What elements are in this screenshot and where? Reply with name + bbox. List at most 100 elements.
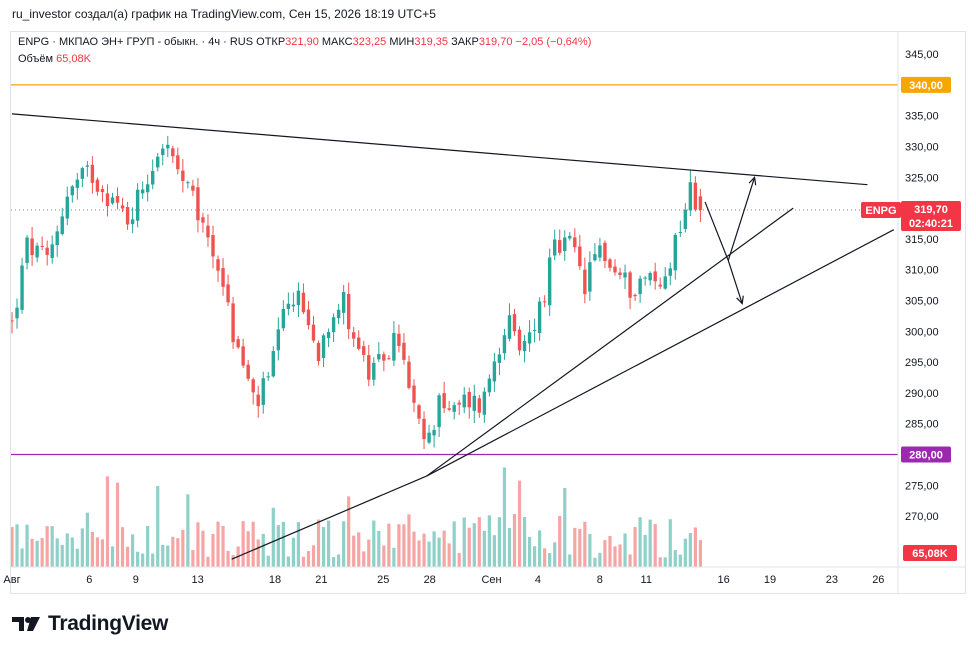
- volume-bar: [171, 536, 175, 567]
- candle: [80, 166, 85, 188]
- candle: [628, 270, 632, 310]
- candle: [392, 321, 396, 367]
- volume-bar: [321, 527, 326, 567]
- volume-bar: [442, 530, 446, 567]
- candle: [306, 301, 311, 330]
- volume-bar: [532, 546, 537, 567]
- volume-bar: [105, 476, 110, 567]
- candle: [45, 240, 49, 266]
- price-tick-label: 310,00: [905, 265, 939, 277]
- volume-bar: [326, 520, 331, 567]
- candle: [351, 327, 356, 348]
- volume-bar: [176, 538, 180, 567]
- candle: [573, 228, 577, 253]
- volume-bar: [608, 535, 612, 567]
- volume-bar: [156, 486, 160, 567]
- volume-bar: [347, 496, 351, 567]
- volume-badge: 65,08K: [903, 545, 957, 561]
- tradingview-wordmark: TradingView: [48, 612, 169, 635]
- projection-arrow[interactable]: [727, 175, 757, 261]
- volume-bar: [286, 556, 290, 567]
- candle: [412, 379, 416, 413]
- candle: [11, 312, 14, 334]
- volume-bar: [467, 527, 471, 567]
- attribution-text: ru_investor создал(а) график на TradingV…: [12, 7, 436, 21]
- volume-bar: [623, 533, 627, 567]
- candle: [442, 381, 446, 413]
- volume-bar: [578, 528, 582, 567]
- candle: [150, 159, 155, 190]
- price-tick-label: 335,00: [905, 111, 939, 123]
- volume-label: Объём: [18, 53, 54, 65]
- projection-arrow[interactable]: [727, 260, 744, 305]
- volume-value: 65,08K: [56, 53, 91, 65]
- open-value: 321,90: [285, 36, 319, 48]
- volume-bar: [693, 527, 697, 567]
- candle: [70, 184, 74, 203]
- candle: [558, 229, 562, 256]
- time-tick-label: 6: [86, 574, 92, 586]
- candle: [527, 320, 532, 352]
- volume-bar: [20, 548, 24, 567]
- volume-bar: [628, 554, 632, 567]
- candle: [331, 313, 336, 342]
- time-tick-label: 13: [192, 574, 204, 586]
- candle: [231, 296, 235, 349]
- volume-bar: [583, 521, 587, 567]
- volume-bar: [543, 548, 547, 567]
- volume-bar: [191, 550, 195, 567]
- candle: [25, 235, 29, 270]
- candle: [130, 207, 135, 234]
- candle: [206, 214, 210, 247]
- time-tick-label: Авг: [3, 574, 20, 586]
- volume-bar: [558, 515, 562, 567]
- svg-text:ENPG: ENPG: [865, 205, 896, 217]
- candle: [166, 135, 170, 158]
- time-tick-label: Сен: [481, 574, 501, 586]
- time-tick-label: 21: [315, 574, 327, 586]
- candle: [507, 303, 512, 342]
- volume-bar: [291, 537, 295, 567]
- candle: [291, 292, 296, 313]
- candle: [110, 192, 115, 205]
- candle: [683, 203, 688, 233]
- candle: [256, 385, 260, 418]
- volume-bar: [40, 538, 44, 567]
- volume-bar: [276, 525, 280, 567]
- svg-text:280,00: 280,00: [909, 450, 943, 462]
- volume-bar: [30, 538, 34, 567]
- candle: [432, 425, 436, 448]
- price-tick-label: 275,00: [905, 480, 939, 492]
- trendline[interactable]: [426, 207, 794, 477]
- volume-bar: [241, 521, 245, 567]
- volume-bar: [141, 553, 145, 567]
- time-tick-label: 25: [377, 574, 389, 586]
- volume-bar: [698, 540, 703, 567]
- volume-bar: [11, 527, 14, 567]
- volume-bar: [196, 522, 200, 567]
- time-tick-label: 16: [717, 574, 729, 586]
- volume-bar: [417, 540, 421, 567]
- candle: [176, 147, 180, 175]
- volume-bar: [527, 536, 532, 567]
- volume-bar: [296, 522, 301, 567]
- volume-bar: [563, 487, 567, 567]
- trendline[interactable]: [426, 229, 895, 477]
- projection-arrow[interactable]: [704, 201, 729, 261]
- trendline[interactable]: [231, 475, 427, 560]
- price-tick-label: 300,00: [905, 326, 939, 338]
- close-value: 319,70: [478, 36, 513, 48]
- trendline[interactable]: [11, 113, 868, 186]
- candle: [125, 201, 130, 230]
- level-340-badge: 340,00: [901, 76, 951, 93]
- time-tick-label: 26: [872, 574, 884, 586]
- tradingview-logo[interactable]: TradingView: [12, 612, 168, 636]
- candle: [467, 387, 471, 419]
- candle: [171, 145, 175, 163]
- volume-bar: [201, 530, 205, 567]
- volume-bar: [548, 553, 552, 567]
- volume-bar: [402, 524, 406, 567]
- volume-bar: [407, 514, 411, 567]
- change-value: −2,05 (−0,64%): [515, 36, 592, 48]
